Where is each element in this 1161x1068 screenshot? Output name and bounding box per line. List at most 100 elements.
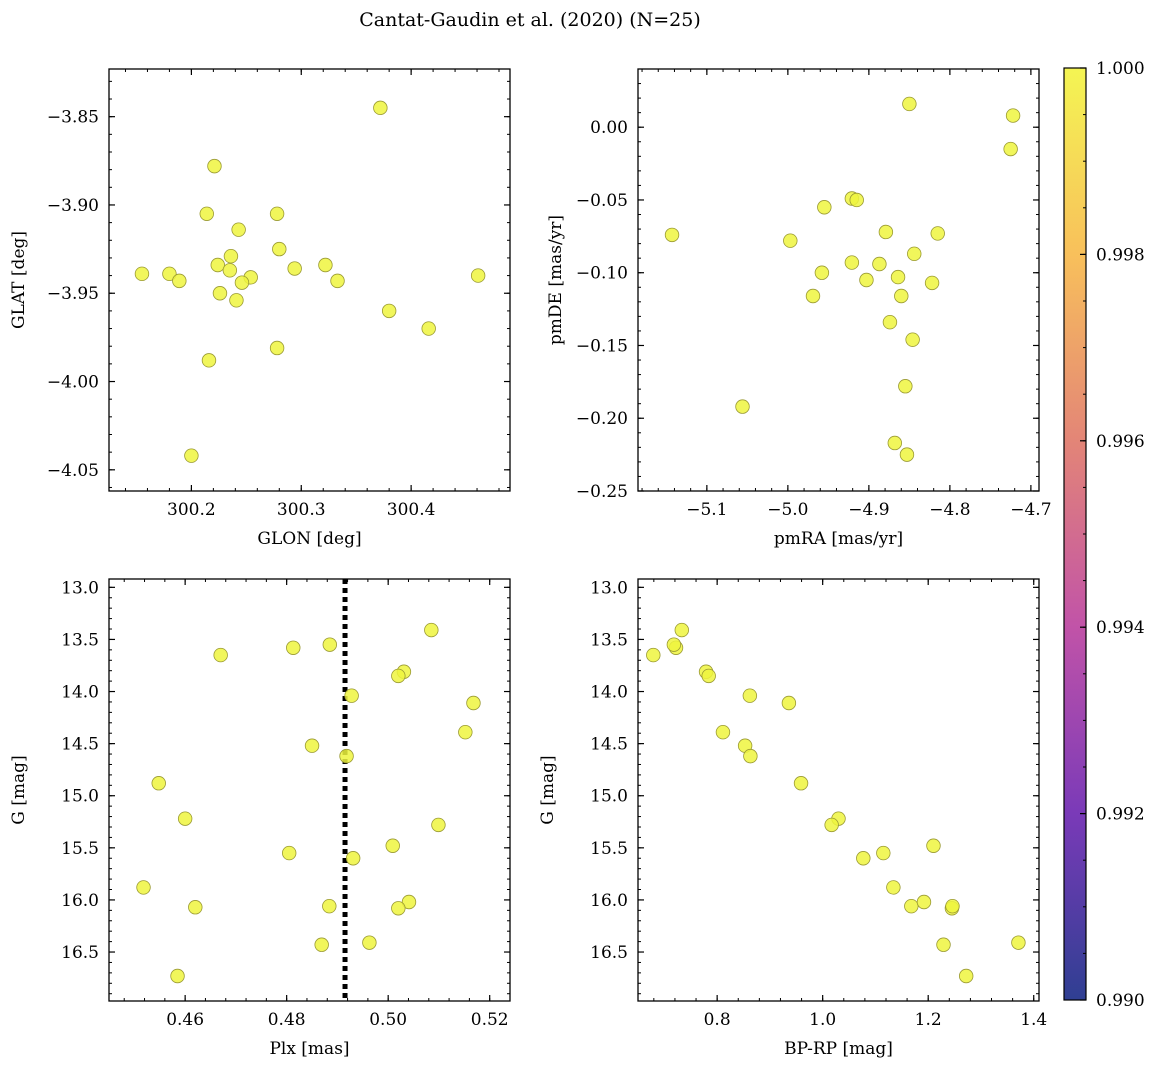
y-tick-label: 16.0 (590, 891, 628, 911)
data-point (223, 248, 239, 264)
y-tick-label: −0.25 (576, 482, 628, 502)
data-point (1005, 108, 1021, 123)
data-point (207, 158, 222, 174)
plot-frame (108, 68, 511, 492)
data-point (269, 206, 285, 221)
data-point (859, 272, 874, 288)
data-point (926, 838, 941, 853)
y-tick-label: −0.15 (576, 336, 628, 356)
figure-title: Cantat-Gaudin et al. (2020) (N=25) (359, 9, 701, 31)
plot-frame (637, 578, 1040, 1002)
y-tick-label: −0.10 (576, 264, 628, 284)
data-point (781, 695, 797, 711)
data-point (231, 222, 246, 237)
colorbar-tick-label: 0.998 (1096, 245, 1145, 265)
data-point (945, 898, 960, 914)
x-tick-label: −4.8 (929, 500, 970, 520)
data-point (887, 435, 903, 451)
y-tick-label: 14.0 (590, 683, 628, 703)
x-tick-label: 300.3 (277, 500, 326, 520)
data-point (894, 288, 909, 304)
data-point (886, 880, 901, 895)
data-point (362, 935, 377, 950)
data-point (844, 255, 860, 270)
data-point (373, 100, 388, 116)
data-point (458, 724, 473, 740)
y-axis-label: G [mag] (538, 755, 558, 824)
panel-plx-g: 0.46 0.48 0.50 0.52 13.0 13.5 14.0 14.5 15.0 15.5… (9, 578, 511, 1059)
x-tick-label: 1.4 (1020, 1010, 1047, 1030)
x-tick-label: 0.52 (471, 1010, 509, 1030)
data-point (162, 266, 177, 282)
data-point (314, 937, 329, 952)
data-point (742, 688, 758, 703)
data-point (421, 321, 436, 336)
data-point (735, 399, 750, 414)
x-tick-label: 1.0 (809, 1010, 836, 1030)
data-point (783, 233, 798, 248)
y-tick-label: −3.85 (47, 108, 99, 128)
data-point (924, 275, 940, 291)
data-point (172, 273, 187, 289)
data-point (222, 263, 238, 278)
data-point (229, 293, 244, 308)
y-tick-label: 0.00 (590, 118, 628, 138)
data-point (817, 200, 832, 215)
data-point (424, 622, 439, 638)
colorbar-gradient (1063, 67, 1087, 1001)
x-tick-label: 0.8 (704, 1010, 731, 1030)
data-point (904, 898, 919, 914)
data-point (646, 647, 661, 663)
data-point (876, 845, 891, 861)
data-point (210, 257, 225, 273)
data-point (805, 288, 821, 304)
y-tick-label: 16.5 (590, 943, 628, 963)
data-point (322, 637, 338, 652)
data-point (286, 640, 301, 655)
x-tick-label: 300.4 (387, 500, 436, 520)
panel-bprp-g: 0.8 1.0 1.2 1.4 13.0 13.5 14.0 14.5 15.0 15.5 16.0… (538, 578, 1047, 1059)
x-axis-label: GLON [deg] (257, 529, 361, 549)
y-tick-label: 13.5 (590, 630, 628, 650)
data-point (872, 256, 887, 272)
y-tick-label: 13.5 (61, 630, 99, 650)
y-tick-label: 15.5 (590, 839, 628, 859)
data-point (272, 241, 287, 257)
colorbar-tick-label: 1.000 (1096, 59, 1145, 79)
data-point (878, 224, 894, 240)
y-tick-label: −4.00 (47, 373, 99, 393)
data-point (849, 192, 864, 208)
data-point (1011, 935, 1026, 950)
y-tick-label: −3.90 (47, 196, 99, 216)
data-point (136, 880, 151, 895)
data-point (287, 261, 302, 276)
data-point (743, 748, 758, 764)
data-point (199, 206, 214, 221)
y-tick-label: −4.05 (47, 461, 99, 481)
data-point (184, 448, 199, 463)
y-tick-label: 16.5 (61, 943, 99, 963)
colorbar-tick-label: 0.996 (1096, 432, 1145, 452)
data-point (907, 246, 922, 262)
data-point (201, 353, 217, 368)
colorbar-tick-label: 0.992 (1096, 805, 1145, 825)
data-point (318, 257, 333, 273)
x-axis-label: pmRA [mas/yr] (774, 529, 903, 549)
y-tick-label: −0.05 (576, 191, 628, 211)
x-tick-label: 300.2 (167, 500, 216, 520)
x-axis-label: Plx [mas] (269, 1039, 349, 1059)
y-tick-label: 14.5 (590, 735, 628, 755)
y-tick-label: 14.5 (61, 735, 99, 755)
x-tick-label: −4.9 (848, 500, 889, 520)
plot-frame (108, 578, 511, 1002)
data-point (793, 776, 809, 791)
data-point (345, 851, 361, 866)
y-tick-label: 13.0 (61, 578, 99, 598)
data-point (134, 266, 150, 282)
panel-glon-glat: 300.2 300.3 300.4 −3.85 −3.90 −3.95 −4.00 −4.05… (9, 68, 511, 549)
data-point (330, 273, 345, 289)
panel-pmra-pmde: −5.1 −5.0 −4.9 −4.8 −4.7 0.00 −0.05 −0.10 −0.15 −… (546, 68, 1052, 549)
y-tick-label: 15.0 (590, 787, 628, 807)
data-point (170, 968, 185, 984)
data-point (213, 647, 228, 663)
